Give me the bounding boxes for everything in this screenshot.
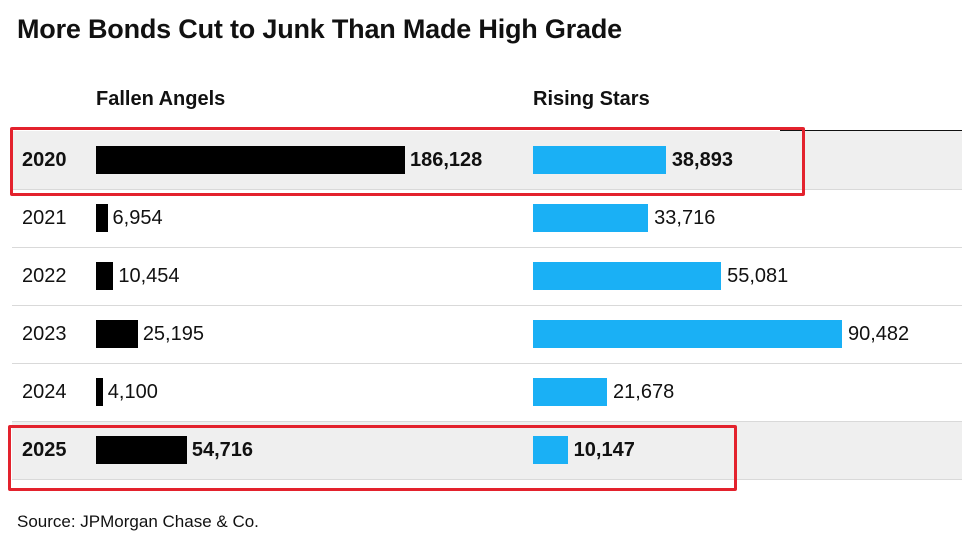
rising-stars-bar: [533, 436, 568, 464]
fallen-angels-bar: [96, 378, 103, 406]
fallen-angels-value-label: 25,195: [142, 323, 204, 345]
table-row: 2022 10,454 55,081: [12, 247, 962, 305]
fallen-angels-bar: [96, 204, 108, 232]
rising-stars-bar: [533, 320, 842, 348]
row-divider: [12, 363, 962, 364]
fallen-angels-value-label: 54,716: [191, 439, 253, 461]
row-divider: [12, 189, 962, 190]
fallen-angels-bar: [96, 320, 138, 348]
highlight-callout-2025: [8, 425, 737, 491]
table-row: 2024 4,100 21,678: [12, 363, 962, 421]
header-rising-stars: Rising Stars: [533, 88, 650, 110]
rising-stars-bar: [533, 378, 608, 406]
fallen-angels-bar: [96, 262, 114, 290]
row-divider: [12, 305, 962, 306]
source-note: Source: JPMorgan Chase & Co.: [17, 512, 259, 531]
table-row: 2025 54,716 10,147: [12, 421, 962, 479]
highlight-callout-2020: [10, 127, 805, 196]
year-label: 2022: [22, 265, 67, 287]
year-label: 2020: [22, 149, 67, 171]
year-label: 2021: [22, 207, 67, 229]
rising-stars-bar: [533, 146, 666, 174]
row-divider: [12, 247, 962, 248]
year-label: 2024: [22, 381, 67, 403]
row-divider: [12, 421, 962, 422]
row-divider: [12, 479, 962, 480]
fallen-angels-bar: [96, 436, 187, 464]
fallen-angels-bar: [96, 146, 405, 174]
fallen-angels-value-label: 186,128: [410, 149, 483, 171]
chart-title: More Bonds Cut to Junk Than Made High Gr…: [17, 14, 622, 44]
fallen-angels-value-label: 10,454: [118, 265, 180, 287]
table-row: 2023 25,195 90,482: [12, 305, 962, 363]
rising-stars-value-label: 55,081: [727, 265, 789, 287]
year-label: 2023: [22, 323, 67, 345]
header-fallen-angels: Fallen Angels: [96, 88, 226, 110]
rising-stars-bar: [533, 262, 722, 290]
rising-stars-bar: [533, 204, 649, 232]
fallen-angels-value-label: 6,954: [112, 207, 163, 229]
rising-stars-value-label: 10,147: [573, 439, 635, 461]
year-label: 2025: [22, 439, 67, 461]
rising-stars-value-label: 38,893: [671, 149, 733, 171]
rising-stars-value-label: 21,678: [613, 381, 675, 403]
rising-stars-value-label: 33,716: [654, 207, 716, 229]
rising-stars-value-label: 90,482: [848, 323, 910, 345]
table-row: 2021 6,954 33,716: [12, 189, 962, 247]
fallen-angels-value-label: 4,100: [107, 381, 158, 403]
